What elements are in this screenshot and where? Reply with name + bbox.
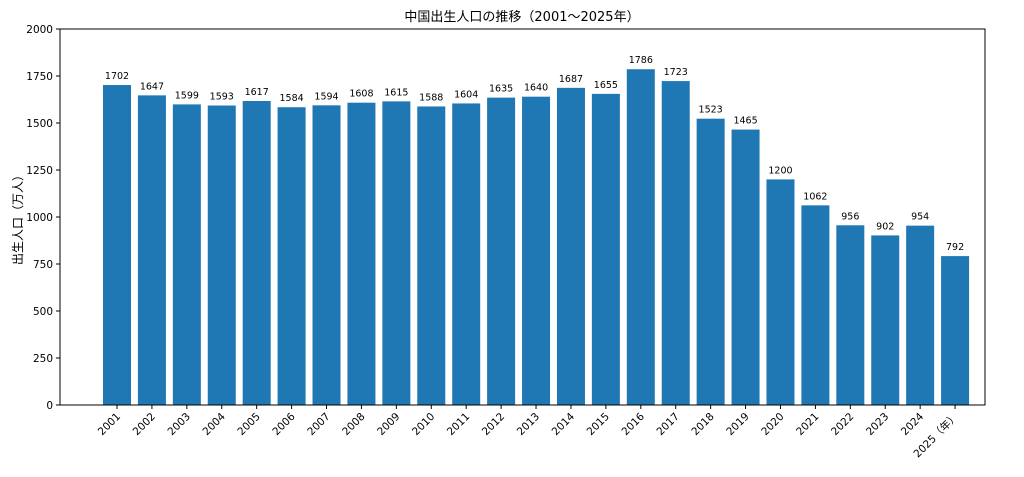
bar-2019 xyxy=(731,129,760,405)
data-label: 1687 xyxy=(559,74,583,85)
y-tick-label: 1500 xyxy=(26,118,53,130)
data-label: 1584 xyxy=(280,93,304,104)
y-tick-label: 0 xyxy=(46,400,53,412)
data-label: 1655 xyxy=(594,80,618,91)
bar-2003 xyxy=(172,104,201,405)
bar-2022 xyxy=(836,225,865,405)
bar-2023 xyxy=(871,235,900,405)
x-tick-label: 2008 xyxy=(340,411,367,438)
x-tick-label: 2015 xyxy=(585,411,612,438)
y-tick-label: 1000 xyxy=(26,212,53,224)
y-tick-label: 1750 xyxy=(26,71,53,83)
x-tick-label: 2006 xyxy=(270,410,298,438)
data-label: 1702 xyxy=(105,71,129,82)
data-label: 956 xyxy=(841,211,859,222)
bar-2009 xyxy=(382,101,411,405)
plot-frame xyxy=(59,28,986,406)
bar-2006 xyxy=(277,107,306,405)
bar-2018 xyxy=(696,118,725,406)
x-tick-label: 2018 xyxy=(689,411,716,438)
data-label: 1640 xyxy=(524,83,548,94)
x-tick-label: 2010 xyxy=(410,411,437,438)
x-tick-label: 2003 xyxy=(166,411,193,438)
data-label: 1635 xyxy=(489,84,513,95)
bar-2015 xyxy=(591,93,620,406)
y-tick-label: 250 xyxy=(33,353,53,365)
x-tick-label: 2024 xyxy=(899,410,927,438)
data-label: 954 xyxy=(911,212,929,223)
bar-2021 xyxy=(801,205,830,405)
data-label: 1062 xyxy=(803,191,827,202)
bar-2005 xyxy=(242,101,271,405)
x-tick-label: 2011 xyxy=(445,411,472,438)
x-tick-label: 2002 xyxy=(131,411,158,438)
data-label: 902 xyxy=(876,221,894,232)
data-label: 1786 xyxy=(629,55,653,66)
x-tick-label: 2022 xyxy=(829,411,856,438)
data-label: 1608 xyxy=(349,89,373,100)
data-label: 1593 xyxy=(210,92,234,103)
data-label: 1723 xyxy=(664,67,688,78)
x-tick-label: 2019 xyxy=(724,411,751,438)
x-tick-label: 2005 xyxy=(235,411,262,438)
data-label: 1200 xyxy=(768,165,792,176)
x-tick-label: 2012 xyxy=(480,411,507,438)
chart-title: 中国出生人口の推移（2001〜2025年） xyxy=(404,10,639,25)
bar-2024 xyxy=(906,225,935,405)
bar-2007 xyxy=(312,105,341,405)
y-tick-label: 500 xyxy=(33,306,53,318)
bar-2011 xyxy=(452,103,481,405)
data-label: 1615 xyxy=(384,87,408,98)
data-label: 1617 xyxy=(245,87,269,98)
bar-2012 xyxy=(487,97,516,406)
bar-2008 xyxy=(347,102,376,406)
x-tick-label: 2016 xyxy=(620,410,648,438)
bar-2025（年） xyxy=(941,256,970,405)
x-tick-label: 2004 xyxy=(200,410,228,438)
data-label: 1604 xyxy=(454,89,478,100)
data-label: 1647 xyxy=(140,81,164,92)
x-tick-label: 2007 xyxy=(305,411,332,438)
x-tick-label: 2013 xyxy=(515,411,542,438)
x-tick-label: 2023 xyxy=(864,411,891,438)
data-label: 792 xyxy=(946,242,964,253)
bar-2010 xyxy=(417,106,446,406)
x-tick-label: 2020 xyxy=(759,411,786,438)
x-tick-label: 2017 xyxy=(654,411,681,438)
data-label: 1588 xyxy=(419,92,443,103)
bar-2004 xyxy=(207,105,236,406)
data-label: 1523 xyxy=(699,105,723,116)
x-tick-label: 2014 xyxy=(550,410,578,438)
bar-2014 xyxy=(556,87,585,406)
bar-2016 xyxy=(626,69,655,406)
data-label: 1594 xyxy=(314,91,338,102)
bar-2017 xyxy=(661,81,690,406)
x-tick-label: 2021 xyxy=(794,411,821,438)
x-tick-label: 2009 xyxy=(375,411,402,438)
bar-2020 xyxy=(766,179,795,405)
bar-2001 xyxy=(103,85,131,406)
x-tick-label: 2001 xyxy=(96,411,123,438)
y-tick-label: 2000 xyxy=(26,24,53,36)
y-axis-label: 出生人口（万人） xyxy=(11,169,25,265)
y-tick-label: 1250 xyxy=(26,165,53,177)
bar-2002 xyxy=(137,95,166,405)
y-tick-label: 750 xyxy=(33,259,53,271)
data-label: 1599 xyxy=(175,90,199,101)
data-label: 1465 xyxy=(733,116,757,127)
bar-2013 xyxy=(522,96,551,406)
